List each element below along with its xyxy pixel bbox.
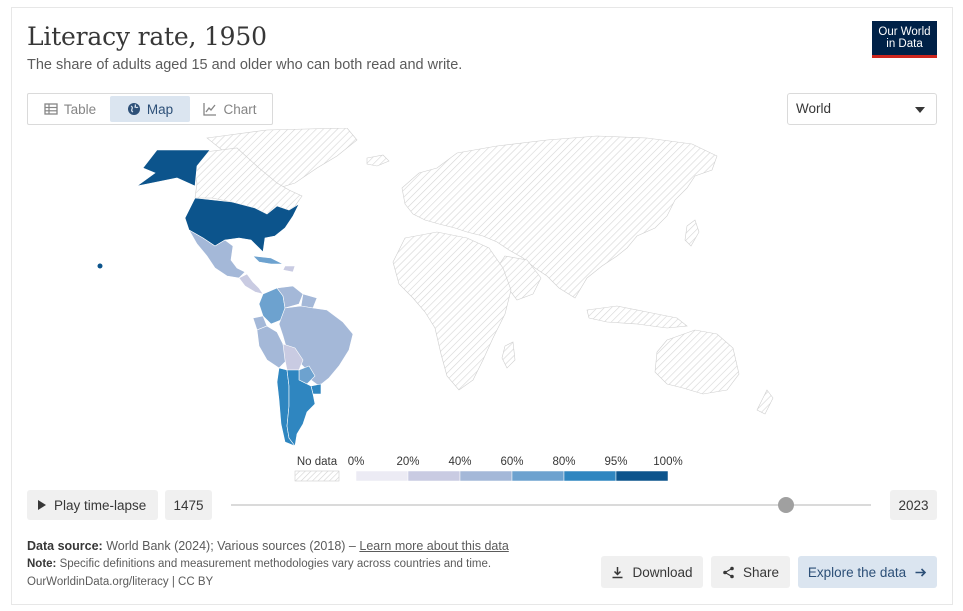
legend-no-data-label: No data (297, 456, 338, 468)
world-map (97, 128, 774, 447)
region-africa[interactable] (392, 231, 512, 391)
download-button[interactable]: Download (601, 556, 703, 588)
region-australia[interactable] (654, 329, 740, 395)
logo-line-1: Our World (878, 26, 931, 38)
note-label: Note: (27, 558, 57, 570)
region-cuba[interactable] (252, 255, 284, 265)
legend-bin-3[interactable] (511, 470, 565, 482)
legend-tick-label: 100% (653, 456, 682, 468)
region-eurasia[interactable] (401, 135, 718, 299)
explore-data-button[interactable]: Explore the data (798, 556, 937, 588)
map-legend: No data 0% 20% 40% 60% 80% 95% 100% (294, 456, 683, 482)
timeline-track[interactable] (231, 504, 871, 506)
timeline-start-year[interactable]: 1475 (165, 490, 212, 520)
arrow-right-icon (915, 567, 927, 577)
note-line: Note: Specific definitions and measureme… (27, 555, 509, 573)
legend-no-data-swatch[interactable] (294, 470, 340, 482)
region-central-america[interactable] (238, 273, 264, 295)
legend-bin-4[interactable] (563, 470, 617, 482)
download-icon (612, 566, 623, 578)
legend-tick-label: 80% (552, 456, 575, 468)
tab-chart-label: Chart (223, 101, 257, 117)
legend-tick-label: 95% (604, 456, 627, 468)
play-label: Play time-lapse (54, 497, 147, 513)
share-icon (723, 566, 734, 578)
data-source-line: Data source: World Bank (2024); Various … (27, 537, 509, 555)
region-argentina[interactable] (286, 369, 316, 447)
data-source-label: Data source: (27, 539, 103, 553)
legend-tick-label: 20% (396, 456, 419, 468)
region-select-value: World (796, 101, 832, 116)
play-timelapse-button[interactable]: Play time-lapse (27, 490, 158, 520)
region-guianas[interactable] (300, 293, 318, 309)
region-iceland[interactable] (366, 154, 390, 167)
region-venezuela[interactable] (276, 285, 304, 309)
learn-more-link[interactable]: Learn more about this data (359, 539, 509, 553)
owid-logo[interactable]: Our World in Data (872, 21, 937, 58)
legend-tick-label: 60% (500, 456, 523, 468)
legend-bin-2[interactable] (459, 470, 513, 482)
timeline-handle[interactable] (778, 497, 794, 513)
legend-bin-0[interactable] (355, 470, 409, 482)
tab-map-label: Map (146, 101, 174, 117)
region-mexico[interactable] (188, 229, 246, 279)
tab-table[interactable]: Table (30, 96, 110, 122)
line-chart-icon (203, 103, 217, 116)
table-icon (44, 103, 58, 115)
legend-tick-label: 0% (348, 456, 365, 468)
note-text: Specific definitions and measurement met… (59, 558, 492, 570)
page-subtitle: The share of adults aged 15 and older wh… (27, 57, 463, 73)
source-url[interactable]: OurWorldinData.org/literacy | CC BY (27, 576, 214, 588)
region-japan[interactable] (684, 219, 700, 247)
region-alaska[interactable] (136, 149, 211, 187)
region-new-zealand[interactable] (756, 389, 774, 415)
play-icon (38, 500, 46, 510)
share-button[interactable]: Share (711, 556, 790, 588)
globe-icon (127, 103, 140, 115)
legend-bin-1[interactable] (407, 470, 461, 482)
page-title: Literacy rate, 1950 (27, 22, 267, 51)
caret-down-icon (915, 107, 925, 113)
tab-table-label: Table (63, 101, 97, 117)
chart-footer: Data source: World Bank (2024); Various … (27, 537, 509, 591)
data-source-text: World Bank (2024); Various sources (2018… (106, 539, 356, 553)
region-hawaii[interactable] (97, 263, 103, 269)
timeline-end-year[interactable]: 2023 (890, 490, 937, 520)
region-hispaniola[interactable] (282, 265, 296, 273)
tab-map[interactable]: Map (110, 96, 190, 122)
view-tabs: Table Map Chart (27, 93, 273, 125)
region-indonesia[interactable] (586, 305, 688, 329)
legend-bin-5[interactable] (615, 470, 669, 482)
region-madagascar[interactable] (501, 341, 516, 369)
legend-tick-label: 40% (448, 456, 471, 468)
logo-line-2: in Data (886, 38, 923, 50)
download-label: Download (632, 564, 693, 580)
share-label: Share (742, 564, 780, 580)
explore-label: Explore the data (807, 564, 907, 580)
tab-chart[interactable]: Chart (190, 96, 270, 122)
region-select[interactable]: World (787, 93, 937, 125)
